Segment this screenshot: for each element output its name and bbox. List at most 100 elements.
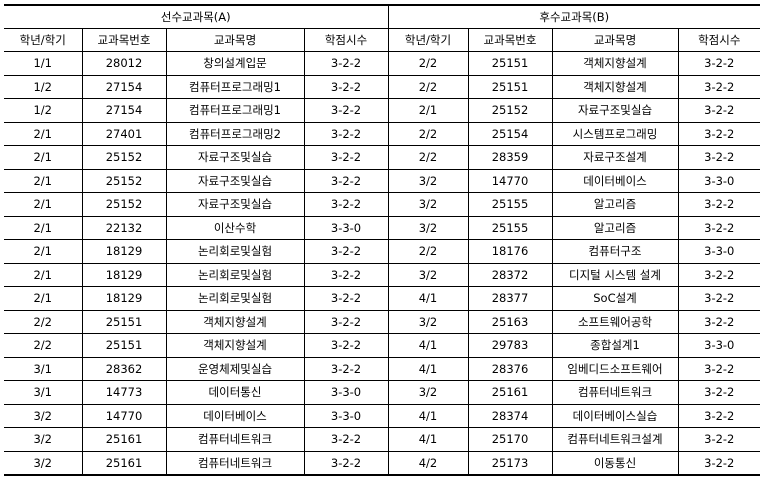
cell-a-year-semester: 1/2 (4, 75, 83, 99)
cell-b-credit-hours: 3-2-2 (678, 380, 761, 405)
cell-a-credit-hours: 3-3-0 (304, 404, 389, 428)
cell-a-course-number: 25152 (82, 145, 167, 170)
cell-a-year-semester: 2/1 (4, 216, 83, 240)
cell-a-credit-hours: 3-2-2 (304, 357, 389, 381)
cell-a-credit-hours: 3-2-2 (304, 75, 389, 99)
cell-b-credit-hours: 3-2-2 (678, 286, 761, 311)
cell-a-course-name: 논리회로및실험 (166, 239, 305, 264)
cell-b-course-name: 시스템프로그래밍 (552, 122, 679, 146)
cell-a-course-name: 컴퓨터네트워크 (166, 427, 305, 452)
cell-a-course-name: 컴퓨터프로그래밍1 (166, 98, 305, 123)
cell-b-course-number: 25173 (468, 451, 553, 476)
cell-b-credit-hours: 3-2-2 (678, 427, 761, 452)
cell-a-course-number: 18129 (82, 239, 167, 264)
table-row: 2/1 18129 논리회로및실험 3-2-2 4/1 28377 SoC설계 3-2-2 (4, 286, 761, 311)
cell-b-course-number: 28372 (468, 263, 553, 287)
cell-b-course-number: 25163 (468, 310, 553, 334)
prerequisite-table-wrapper: 선수교과목(A) 후수교과목(B) 학년/학기 교과목번호 교과목명 학점시수 … (4, 4, 761, 476)
cell-a-credit-hours: 3-2-2 (304, 286, 389, 311)
cell-a-course-name: 창의설계입문 (166, 51, 305, 76)
cell-b-year-semester: 4/1 (388, 404, 469, 428)
col-header-b-credit-hours: 학점시수 (678, 28, 761, 52)
table-row: 3/2 25161 컴퓨터네트워크 3-2-2 4/2 25173 이동통신 3-2-2 (4, 451, 761, 476)
cell-b-credit-hours: 3-2-2 (678, 98, 761, 123)
prerequisite-group-header: 선수교과목(A) (4, 4, 389, 29)
cell-b-course-number: 18176 (468, 239, 553, 264)
cell-a-course-number: 14770 (82, 404, 167, 428)
cell-a-credit-hours: 3-2-2 (304, 145, 389, 170)
col-header-a-year-semester: 학년/학기 (4, 28, 83, 52)
cell-a-course-name: 자료구조및실습 (166, 192, 305, 217)
cell-b-course-number: 25155 (468, 216, 553, 240)
cell-a-course-name: 운영체제및실습 (166, 357, 305, 381)
column-header-row: 학년/학기 교과목번호 교과목명 학점시수 학년/학기 교과목번호 교과목명 학… (4, 28, 761, 52)
cell-b-credit-hours: 3-2-2 (678, 51, 761, 76)
cell-a-year-semester: 2/1 (4, 192, 83, 217)
cell-b-course-number: 25152 (468, 98, 553, 123)
cell-a-course-number: 25151 (82, 310, 167, 334)
cell-b-course-number: 28374 (468, 404, 553, 428)
table-row: 2/1 22132 이산수학 3-3-0 3/2 25155 알고리즘 3-2-2 (4, 216, 761, 240)
cell-b-year-semester: 4/2 (388, 451, 469, 476)
cell-b-course-number: 25170 (468, 427, 553, 452)
cell-a-course-number: 22132 (82, 216, 167, 240)
cell-a-credit-hours: 3-2-2 (304, 263, 389, 287)
cell-b-course-number: 28376 (468, 357, 553, 381)
cell-a-credit-hours: 3-2-2 (304, 451, 389, 476)
table-row: 3/1 28362 운영체제및실습 3-2-2 4/1 28376 임베디드소프트웨어 3-2… (4, 357, 761, 381)
cell-a-year-semester: 1/1 (4, 51, 83, 76)
cell-b-year-semester: 4/1 (388, 333, 469, 358)
col-header-b-course-number: 교과목번호 (468, 28, 553, 52)
cell-b-credit-hours: 3-3-0 (678, 333, 761, 358)
cell-a-credit-hours: 3-2-2 (304, 122, 389, 146)
cell-b-course-number: 25155 (468, 192, 553, 217)
cell-a-year-semester: 2/2 (4, 333, 83, 358)
cell-a-course-name: 데이터통신 (166, 380, 305, 405)
cell-a-course-name: 컴퓨터프로그래밍2 (166, 122, 305, 146)
table-row: 3/2 25161 컴퓨터네트워크 3-2-2 4/1 25170 컴퓨터네트워크설계 3-2… (4, 427, 761, 452)
cell-a-year-semester: 2/1 (4, 169, 83, 193)
cell-b-course-number: 28359 (468, 145, 553, 170)
cell-b-course-name: 디지털 시스템 설계 (552, 263, 679, 287)
cell-b-course-number: 25151 (468, 75, 553, 99)
cell-b-course-name: 컴퓨터네트워크설계 (552, 427, 679, 452)
cell-a-year-semester: 2/1 (4, 122, 83, 146)
prerequisite-course-table: 선수교과목(A) 후수교과목(B) 학년/학기 교과목번호 교과목명 학점시수 … (4, 4, 761, 476)
cell-b-course-name: 알고리즘 (552, 216, 679, 240)
cell-b-credit-hours: 3-2-2 (678, 404, 761, 428)
cell-a-course-number: 25151 (82, 333, 167, 358)
cell-a-course-number: 25161 (82, 427, 167, 452)
cell-b-course-number: 25161 (468, 380, 553, 405)
cell-a-year-semester: 3/2 (4, 427, 83, 452)
cell-b-year-semester: 3/2 (388, 169, 469, 193)
cell-a-year-semester: 2/1 (4, 239, 83, 264)
cell-a-year-semester: 3/2 (4, 451, 83, 476)
cell-a-course-name: 논리회로및실험 (166, 286, 305, 311)
cell-b-year-semester: 4/1 (388, 357, 469, 381)
cell-a-course-number: 25152 (82, 169, 167, 193)
cell-b-year-semester: 3/2 (388, 263, 469, 287)
cell-a-course-name: 논리회로및실험 (166, 263, 305, 287)
col-header-b-course-name: 교과목명 (552, 28, 679, 52)
cell-b-course-name: 자료구조및실습 (552, 98, 679, 123)
table-row: 1/2 27154 컴퓨터프로그래밍1 3-2-2 2/2 25151 객체지향설계 3-2-… (4, 75, 761, 99)
table-row: 2/1 27401 컴퓨터프로그래밍2 3-2-2 2/2 25154 시스템프로그래밍 3-… (4, 122, 761, 146)
cell-b-year-semester: 3/2 (388, 380, 469, 405)
cell-a-course-number: 28012 (82, 51, 167, 76)
cell-b-credit-hours: 3-3-0 (678, 169, 761, 193)
col-header-a-course-name: 교과목명 (166, 28, 305, 52)
table-row: 2/1 25152 자료구조및실습 3-2-2 3/2 14770 데이터베이스 3-3-0 (4, 169, 761, 193)
cell-b-course-number: 28377 (468, 286, 553, 311)
cell-a-credit-hours: 3-2-2 (304, 239, 389, 264)
cell-b-year-semester: 4/1 (388, 286, 469, 311)
cell-b-credit-hours: 3-2-2 (678, 263, 761, 287)
cell-a-course-number: 25161 (82, 451, 167, 476)
cell-a-course-name: 컴퓨터네트워크 (166, 451, 305, 476)
cell-b-credit-hours: 3-2-2 (678, 192, 761, 217)
cell-a-credit-hours: 3-3-0 (304, 380, 389, 405)
cell-b-year-semester: 3/2 (388, 216, 469, 240)
cell-a-credit-hours: 3-3-0 (304, 216, 389, 240)
cell-a-credit-hours: 3-2-2 (304, 310, 389, 334)
table-row: 1/1 28012 창의설계입문 3-2-2 2/2 25151 객체지향설계 3-2-2 (4, 51, 761, 76)
table-row: 3/2 14770 데이터베이스 3-3-0 4/1 28374 데이터베이스실습 3-2-2 (4, 404, 761, 428)
